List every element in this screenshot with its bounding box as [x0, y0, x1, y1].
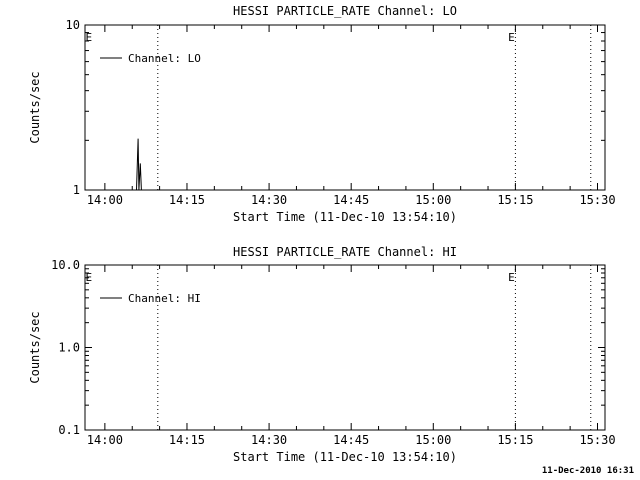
y-axis-label: Counts/sec	[28, 71, 42, 143]
eclipse-marker: E	[86, 271, 93, 284]
x-axis-label: Start Time (11-Dec-10 13:54:10)	[233, 450, 457, 464]
eclipse-marker: E	[86, 31, 93, 44]
x-tick-label: 15:30	[579, 433, 615, 447]
y-tick-label: 0.1	[58, 423, 80, 437]
plot-frame	[84, 24, 606, 191]
data-series-line	[85, 138, 605, 191]
generation-timestamp: 11-Dec-2010 16:31	[541, 466, 634, 476]
x-tick-label: 14:45	[333, 193, 369, 207]
x-tick-label: 15:00	[415, 433, 451, 447]
x-tick-label: 14:00	[87, 193, 123, 207]
x-tick-label: 14:30	[251, 193, 287, 207]
x-tick-label: 14:15	[169, 193, 205, 207]
plot-title: HESSI PARTICLE_RATE Channel: HI	[233, 245, 457, 259]
x-tick-label: 14:15	[169, 433, 205, 447]
x-tick-label: 14:45	[333, 433, 369, 447]
plot-frame	[84, 264, 606, 431]
x-tick-label: 14:30	[251, 433, 287, 447]
x-tick-label: 14:00	[87, 433, 123, 447]
y-tick-label: 10.0	[51, 258, 80, 272]
plot-title: HESSI PARTICLE_RATE Channel: LO	[233, 4, 457, 18]
y-tick-label: 1.0	[58, 341, 80, 355]
legend-label: Channel: LO	[128, 52, 201, 65]
y-tick-label: 10	[66, 18, 80, 32]
x-tick-label: 15:00	[415, 193, 451, 207]
y-axis-label: Counts/sec	[28, 311, 42, 383]
eclipse-marker: E	[508, 31, 515, 44]
y-tick-label: 1	[73, 183, 80, 197]
eclipse-marker: E	[508, 271, 515, 284]
x-tick-label: 15:30	[579, 193, 615, 207]
x-tick-label: 15:15	[497, 193, 533, 207]
x-axis-label: Start Time (11-Dec-10 13:54:10)	[233, 210, 457, 224]
x-tick-label: 15:15	[497, 433, 533, 447]
legend-label: Channel: HI	[128, 292, 201, 305]
